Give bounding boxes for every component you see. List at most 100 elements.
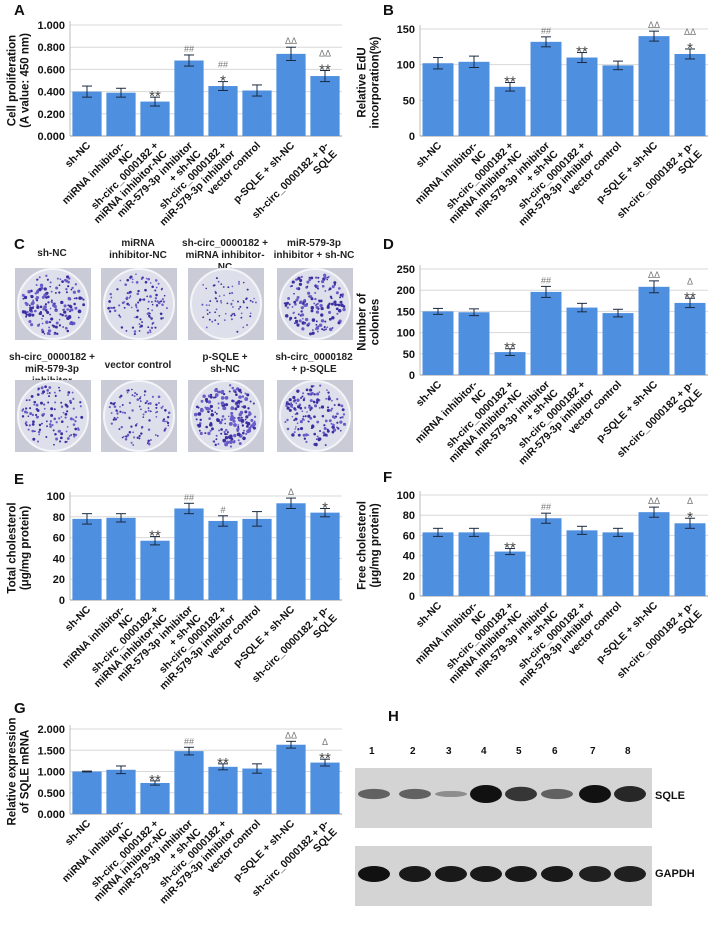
colony <box>247 407 250 410</box>
colony <box>214 291 217 294</box>
colony <box>125 435 128 438</box>
colony <box>221 415 225 418</box>
colony <box>215 297 218 300</box>
colony <box>31 413 35 417</box>
colony <box>210 409 214 413</box>
y-tick-label: 0.500 <box>37 788 65 800</box>
colony <box>311 391 314 395</box>
colony <box>301 327 305 331</box>
colony <box>323 273 327 277</box>
colony <box>284 420 287 423</box>
y-tick-label: 1.000 <box>37 767 65 779</box>
colony <box>337 403 341 407</box>
significance-marker: ** <box>149 772 161 789</box>
bar <box>494 551 526 596</box>
colony <box>120 394 123 398</box>
colony <box>74 306 78 310</box>
colony <box>250 418 254 422</box>
colony <box>319 303 323 308</box>
colony <box>160 288 163 291</box>
colony <box>77 427 79 430</box>
colony <box>22 408 25 410</box>
colony <box>53 417 57 421</box>
colony <box>197 423 202 428</box>
colony <box>124 438 128 441</box>
colony <box>158 402 160 404</box>
colony <box>151 309 154 312</box>
colony <box>108 406 111 409</box>
colony <box>63 308 66 311</box>
colony <box>308 278 312 282</box>
significance-marker: ΔΔ <box>648 496 660 506</box>
colony <box>238 395 242 399</box>
colony <box>37 430 41 434</box>
colony <box>290 285 293 288</box>
colony <box>331 327 334 329</box>
protein-band <box>505 866 537 882</box>
colony <box>238 388 242 393</box>
colony <box>60 416 63 418</box>
protein-band <box>358 788 390 800</box>
colony <box>328 275 330 278</box>
colony <box>297 313 300 316</box>
colony <box>236 330 239 333</box>
colony <box>289 318 291 321</box>
colony <box>230 437 234 441</box>
colony <box>209 404 213 409</box>
colony <box>24 422 27 425</box>
bar <box>422 532 454 596</box>
colony <box>320 319 325 323</box>
colony <box>72 418 75 421</box>
colony <box>125 296 129 299</box>
significance-marker: Δ <box>288 487 294 497</box>
colony <box>214 388 218 393</box>
y-tick-label: 2.000 <box>37 724 65 736</box>
colony <box>311 318 316 322</box>
bar <box>674 523 706 596</box>
colony <box>156 434 159 437</box>
colony <box>151 303 154 306</box>
colony <box>327 304 330 307</box>
colony <box>315 305 319 309</box>
colony-dish-image <box>188 268 264 340</box>
colony <box>309 332 313 336</box>
bar <box>208 766 238 814</box>
colony <box>77 309 82 314</box>
colony <box>35 413 38 417</box>
y-tick-label: 150 <box>397 24 415 36</box>
colony <box>205 425 208 429</box>
panel-letter-d: D <box>383 236 394 253</box>
colony <box>27 428 30 431</box>
colony <box>29 306 33 310</box>
colony <box>238 442 242 445</box>
colony <box>60 300 64 305</box>
colony <box>318 391 321 393</box>
y-tick-label: 0.000 <box>37 131 65 143</box>
colony <box>320 405 325 409</box>
colony <box>112 402 115 406</box>
dish-label: vector control <box>104 360 172 371</box>
colony <box>220 401 225 406</box>
colony <box>151 301 153 303</box>
colony <box>149 331 152 334</box>
colony <box>79 401 82 404</box>
colony <box>208 311 211 314</box>
colony <box>143 394 146 396</box>
colony <box>135 306 138 309</box>
colony <box>36 278 39 281</box>
colony <box>126 391 129 394</box>
significance-marker: ** <box>319 750 331 767</box>
colony <box>330 422 333 425</box>
colony <box>135 273 137 276</box>
colony <box>227 415 230 418</box>
colony <box>67 391 71 394</box>
colony <box>331 316 335 320</box>
colony <box>231 417 235 421</box>
colony <box>308 276 311 279</box>
colony <box>36 305 40 310</box>
colony <box>77 289 81 293</box>
colony <box>224 436 229 440</box>
colony <box>72 290 77 294</box>
colony <box>49 425 52 428</box>
colony <box>210 412 215 417</box>
